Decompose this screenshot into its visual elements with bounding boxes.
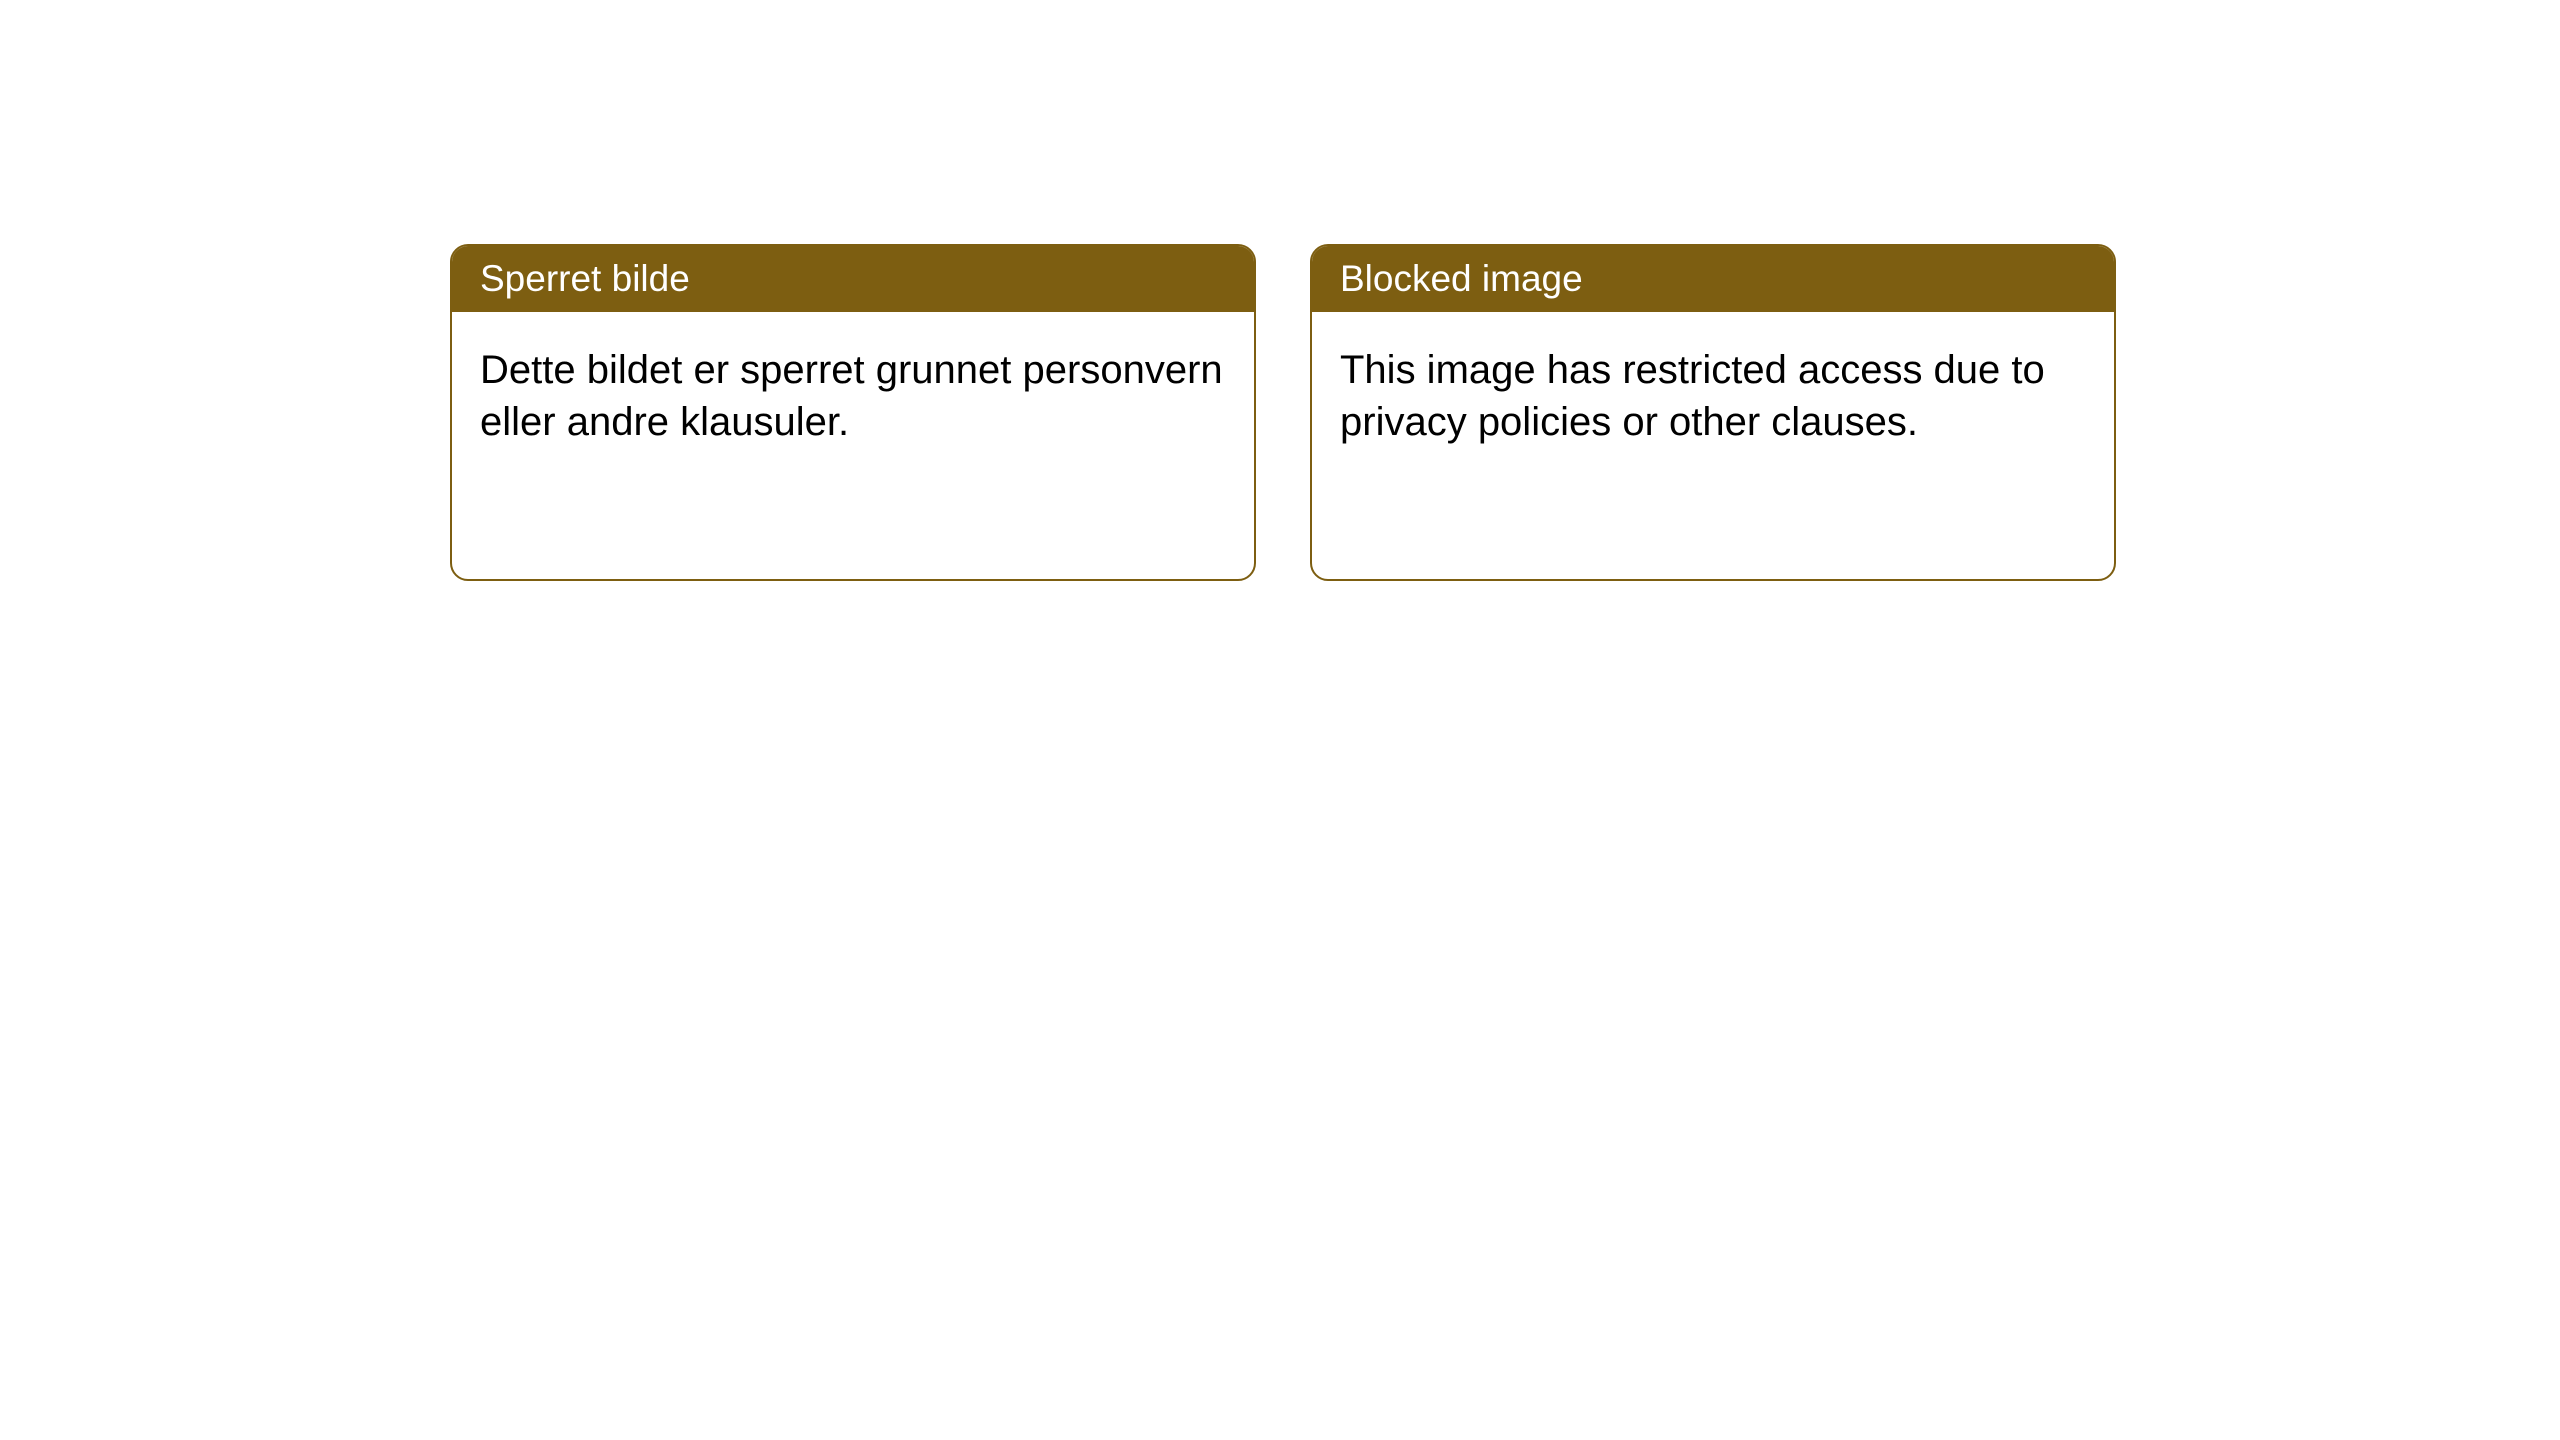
notice-box-english: Blocked image This image has restricted … — [1310, 244, 2116, 581]
notice-text: Dette bildet er sperret grunnet personve… — [480, 348, 1223, 444]
notice-container: Sperret bilde Dette bildet er sperret gr… — [450, 244, 2116, 581]
notice-text: This image has restricted access due to … — [1340, 348, 2045, 444]
notice-title: Sperret bilde — [480, 258, 690, 299]
notice-body: Dette bildet er sperret grunnet personve… — [452, 312, 1254, 480]
notice-header: Blocked image — [1312, 246, 2114, 312]
notice-body: This image has restricted access due to … — [1312, 312, 2114, 480]
notice-title: Blocked image — [1340, 258, 1583, 299]
notice-box-norwegian: Sperret bilde Dette bildet er sperret gr… — [450, 244, 1256, 581]
notice-header: Sperret bilde — [452, 246, 1254, 312]
